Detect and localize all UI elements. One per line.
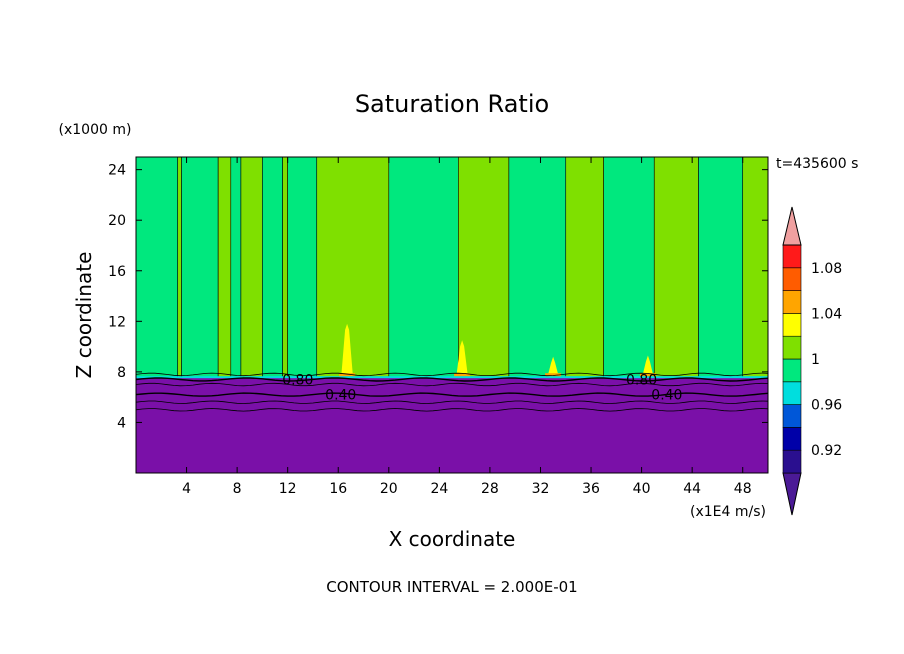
- contour-line-labeled: [135, 377, 769, 382]
- colorbar-max-arrow: [782, 206, 802, 246]
- saturation-band: [388, 156, 459, 381]
- saturation-band: [565, 156, 604, 381]
- y-tick-label: 4: [117, 415, 126, 431]
- x-tick-label: 12: [279, 481, 297, 497]
- x-tick-label: 8: [233, 481, 242, 497]
- saturation-band: [742, 156, 769, 381]
- contour-line-layer: 0.80 0.800.40 0.40: [135, 372, 769, 412]
- saturation-band: [217, 156, 232, 381]
- saturation-band: [177, 156, 182, 381]
- contour-line-label: 0.40: [651, 388, 682, 404]
- colorbar-segment: [782, 427, 802, 451]
- saturation-band: [282, 156, 288, 381]
- colorbar-segment: [782, 244, 802, 269]
- plot-frame: [135, 156, 769, 474]
- saturation-peak: [341, 323, 354, 379]
- saturation-band: [316, 156, 390, 381]
- contour-line-label: 0.80: [626, 372, 657, 388]
- colorbar-segment: [782, 358, 802, 383]
- colorbar-segment: [782, 313, 802, 337]
- saturation-peak-base: [454, 373, 471, 379]
- lower-region: [136, 378, 768, 473]
- saturation-band: [240, 156, 263, 381]
- x-tick-label: 44: [683, 481, 701, 497]
- contour-line: [135, 382, 769, 387]
- saturation-peak: [641, 355, 654, 379]
- colorbar-label: 0.96: [811, 398, 842, 414]
- y-axis: 4 8 12 16 20 24: [108, 163, 768, 431]
- contour-line: [135, 408, 769, 412]
- peak-layer: [339, 323, 656, 379]
- saturation-band: [135, 156, 179, 381]
- colorbar-segment: [782, 449, 802, 474]
- lower-boundary-cyan: [136, 376, 768, 380]
- x-tick-label: 36: [582, 481, 600, 497]
- saturation-band: [603, 156, 655, 381]
- y-tick-label: 8: [117, 365, 126, 381]
- colorbar-label: 1: [811, 352, 820, 368]
- saturation-peak: [547, 356, 560, 379]
- colorbar-min-arrow: [782, 472, 802, 516]
- time-label: t=435600 s: [776, 156, 858, 172]
- contour-line-label: 0.80: [282, 372, 313, 388]
- saturation-band: [458, 156, 510, 381]
- x-unit-label: (x1E4 m/s): [690, 504, 766, 520]
- saturation-band: [698, 156, 744, 381]
- chart-title: Saturation Ratio: [355, 90, 549, 118]
- contour-line-labeled: [135, 392, 769, 397]
- y-tick-label: 20: [108, 213, 126, 229]
- x-tick-label: 40: [633, 481, 651, 497]
- saturation-peak-base: [639, 373, 656, 379]
- contour-interval-label: CONTOUR INTERVAL = 2.000E-01: [326, 578, 577, 596]
- y-unit-label: (x1000 m): [59, 122, 132, 138]
- x-tick-label: 48: [734, 481, 752, 497]
- x-tick-label: 20: [380, 481, 398, 497]
- saturation-peak: [456, 340, 469, 379]
- x-axis: 4 8 12 16 20 24 28 32 36 40 44 48: [182, 157, 752, 497]
- colorbar: 0.92 0.96 1 1.04 1.08: [782, 206, 842, 516]
- contour-line: [135, 400, 769, 404]
- x-axis-label: X coordinate: [389, 527, 516, 551]
- x-tick-label: 28: [481, 481, 499, 497]
- plot-area: 0.80 0.800.40 0.40 4 8 12 16 20 24 28 32 36 40 44 48 …: [108, 156, 769, 497]
- contour-line: [135, 372, 769, 377]
- colorbar-segment: [782, 404, 802, 428]
- x-tick-label: 24: [430, 481, 448, 497]
- y-axis-label: Z coordinate: [72, 252, 96, 379]
- contour-line-label: 0.40: [325, 388, 356, 404]
- lower-layer: [136, 376, 768, 473]
- colorbar-segment: [782, 335, 802, 360]
- colorbar-segment: [782, 381, 802, 405]
- colorbar-label: 0.92: [811, 443, 842, 459]
- y-tick-label: 16: [108, 264, 126, 280]
- saturation-band: [262, 156, 283, 381]
- saturation-band: [653, 156, 699, 381]
- saturation-band: [181, 156, 219, 381]
- saturation-band: [230, 156, 242, 381]
- x-tick-label: 4: [182, 481, 191, 497]
- colorbar-label: 1.04: [811, 306, 842, 322]
- colorbar-segment: [782, 267, 802, 291]
- colorbar-label: 1.08: [811, 261, 842, 277]
- x-tick-label: 16: [329, 481, 347, 497]
- saturation-band: [508, 156, 567, 381]
- saturation-band: [287, 156, 318, 381]
- y-tick-label: 24: [108, 163, 126, 179]
- colorbar-segment: [782, 290, 802, 314]
- y-tick-label: 12: [108, 314, 126, 330]
- x-tick-label: 32: [532, 481, 550, 497]
- saturation-peak-base: [339, 373, 356, 379]
